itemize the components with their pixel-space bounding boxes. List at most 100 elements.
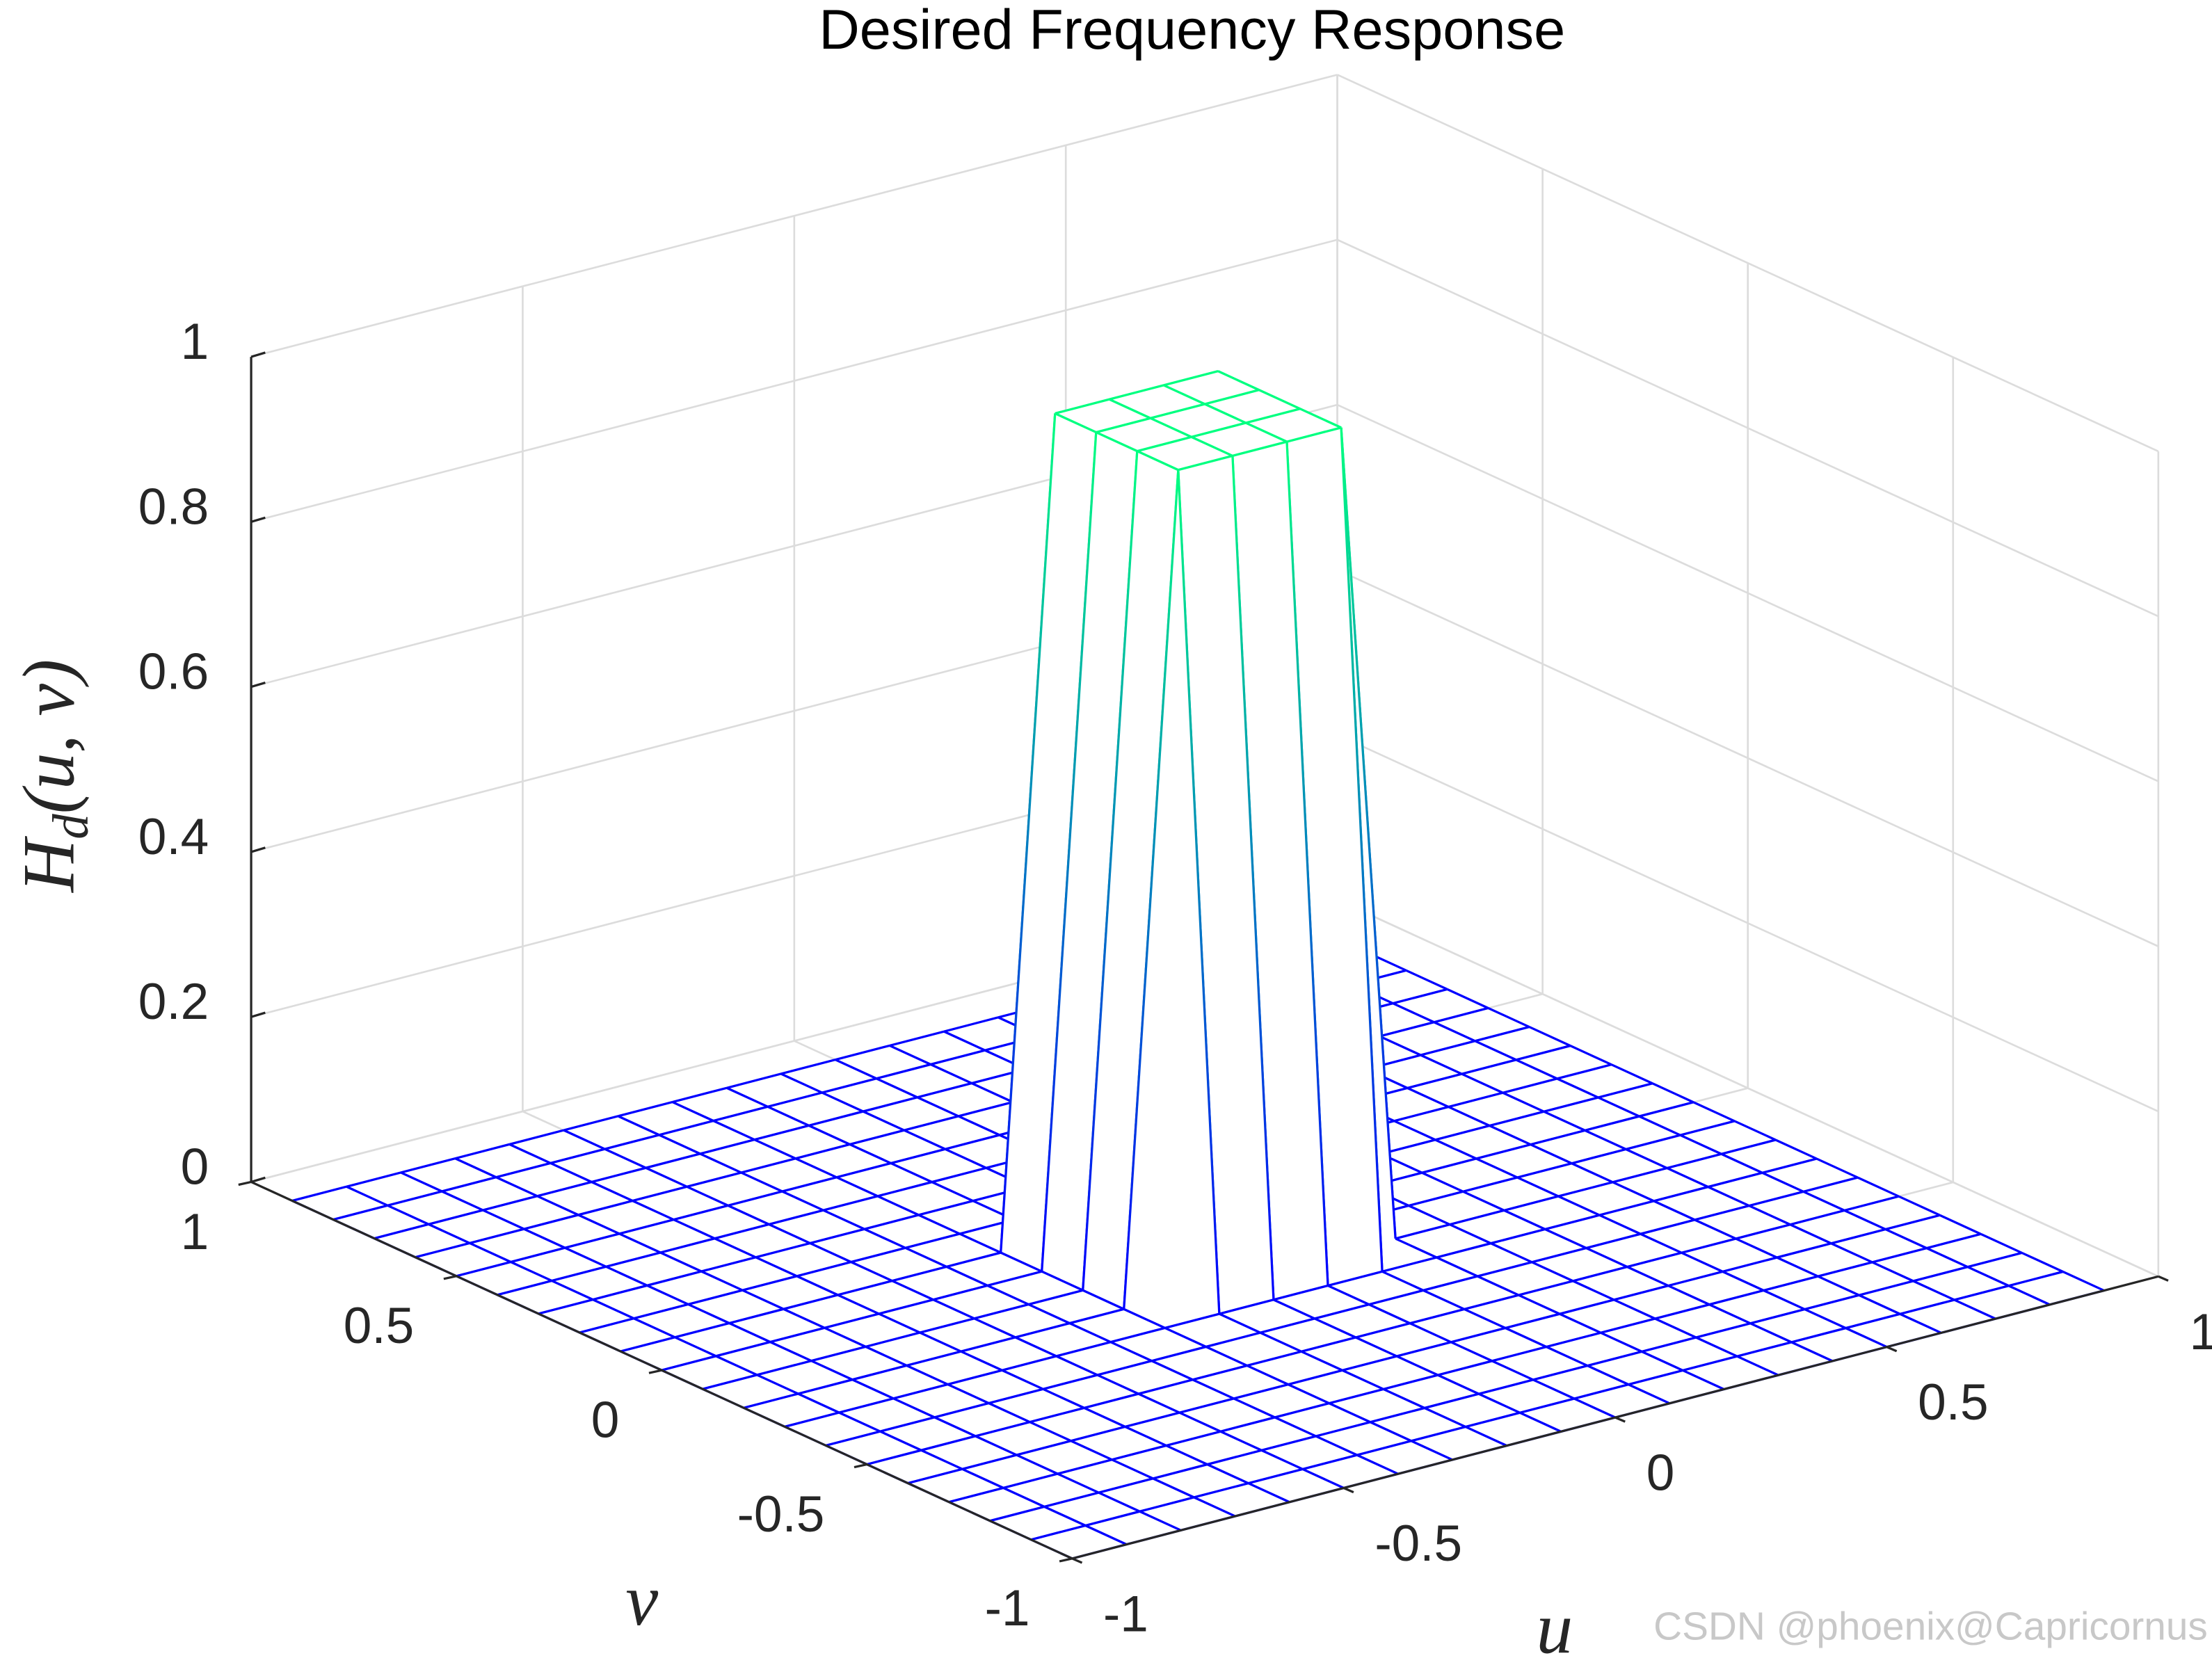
mesh-edge <box>1543 1110 1586 1132</box>
mesh-edge <box>1233 1397 1276 1419</box>
mesh-edge <box>1749 1190 1804 1207</box>
x-tick-label: 1 <box>2189 1304 2212 1360</box>
mesh-edge <box>1667 1152 1722 1170</box>
mesh-edge <box>989 1505 1045 1522</box>
mesh-edge <box>1816 1157 1859 1179</box>
mesh-edge <box>728 1308 784 1325</box>
mesh-edge <box>1274 1402 1330 1419</box>
mesh-edge <box>1194 1482 1249 1499</box>
mesh-edge <box>1831 1228 1886 1245</box>
mesh-edge <box>740 1171 783 1193</box>
mesh-edge <box>1258 389 1301 410</box>
mesh-edge <box>795 1143 851 1160</box>
mesh-edge <box>987 1270 1043 1287</box>
mesh-edge <box>551 1280 593 1301</box>
x-axis-label: u <box>1537 1588 1573 1665</box>
mesh-edge <box>1164 1326 1207 1348</box>
mesh-edge <box>1219 1312 1261 1334</box>
mesh-edge <box>1177 469 1221 1314</box>
mesh-edge <box>1016 1454 1059 1475</box>
mesh-edge <box>1532 1378 1575 1400</box>
mesh-edge <box>563 1115 618 1132</box>
z-tick <box>250 516 266 523</box>
mesh-edge <box>808 1124 851 1145</box>
mesh-edge <box>1041 432 1098 1272</box>
mesh-edge <box>1301 1350 1343 1372</box>
mesh-edge <box>1640 1218 1695 1235</box>
watermark: CSDN @phoenix@Capricornus <box>1653 1604 2208 1648</box>
z-tick <box>250 846 266 853</box>
mesh-edge <box>988 1402 1031 1424</box>
mesh-edge <box>1179 1397 1235 1414</box>
mesh-edge <box>1573 1383 1629 1400</box>
mesh-edge <box>1315 1435 1358 1456</box>
mesh-edge <box>1487 1007 1530 1029</box>
mesh-edge <box>1409 1308 1465 1325</box>
mesh-edge <box>346 1185 388 1207</box>
mesh-edge <box>835 1059 877 1080</box>
mesh-edge <box>1639 1101 1694 1118</box>
mesh-edge <box>1774 1139 1818 1160</box>
mesh-edge <box>1502 1077 1557 1094</box>
mesh-edge <box>1461 1059 1516 1075</box>
mesh-edge <box>917 1096 959 1118</box>
mesh-edge <box>1953 1298 1996 1320</box>
y-tick-label: 0 <box>591 1392 620 1449</box>
mesh-edge <box>1475 1143 1531 1160</box>
mesh-edge <box>876 1195 920 1216</box>
x-tick <box>1071 1557 1083 1564</box>
mesh-edge <box>784 1411 840 1428</box>
mesh-edge <box>454 1157 497 1179</box>
mesh-edge <box>918 1214 961 1235</box>
mesh-edge <box>1913 1266 1969 1282</box>
mesh-edge <box>1379 1021 1434 1038</box>
mesh-edge <box>605 1251 661 1268</box>
z-label-rest: (u, v) <box>8 659 90 814</box>
mesh-edge <box>810 1228 865 1245</box>
mesh-edge <box>1489 1125 1532 1146</box>
mesh-edge <box>1000 413 1057 1253</box>
mesh-edge <box>1327 1285 1370 1306</box>
mesh-edge <box>1206 1463 1249 1485</box>
mesh-edge <box>838 1397 894 1414</box>
mesh-edge <box>743 1392 799 1409</box>
mesh-edge <box>930 1049 986 1066</box>
mesh-edge <box>1461 1072 1504 1094</box>
mesh-edge <box>1125 1411 1180 1429</box>
mesh-edge <box>564 1232 620 1249</box>
mesh-edge <box>1393 1120 1436 1141</box>
mesh-edge <box>1858 1294 1901 1315</box>
mesh-edge <box>1490 1242 1532 1264</box>
mesh-edge <box>1763 1275 1818 1292</box>
mesh-edge <box>550 1148 605 1165</box>
mesh-edge <box>1478 1378 1534 1395</box>
mesh-edge <box>1356 1440 1412 1456</box>
mesh-edge <box>1028 1289 1084 1306</box>
mesh-edge <box>1790 1327 1846 1344</box>
mesh-edge <box>715 1355 758 1376</box>
mesh-edge <box>1465 1426 1507 1447</box>
mesh-edge <box>1123 1308 1166 1329</box>
mesh-edge <box>1286 426 1342 443</box>
mesh-edge <box>825 1430 881 1447</box>
mesh-edge <box>1302 1467 1345 1489</box>
mesh-edge <box>1475 1025 1530 1043</box>
mesh-edge <box>1587 1365 1629 1386</box>
mesh-edge <box>1518 1294 1560 1315</box>
mesh-edge <box>1749 1308 1805 1325</box>
mesh-edge <box>919 1331 962 1353</box>
mesh-edge <box>726 1086 769 1108</box>
mesh-edge <box>1503 1195 1559 1212</box>
mesh-edge <box>577 1214 620 1235</box>
mesh-edge <box>1370 1421 1412 1442</box>
mesh-edge <box>510 1246 566 1264</box>
mesh-edge <box>1733 1120 1777 1141</box>
mesh-edge <box>918 1200 974 1216</box>
mesh-edge <box>1098 1491 1141 1513</box>
mesh-edge <box>742 1275 797 1292</box>
mesh-edge <box>1641 1336 1697 1353</box>
mesh-edge <box>1502 1091 1545 1113</box>
mesh-edge <box>1231 456 1275 1300</box>
mesh-edge <box>1516 1162 1572 1179</box>
x-tick-label: 0.5 <box>1918 1374 1988 1431</box>
